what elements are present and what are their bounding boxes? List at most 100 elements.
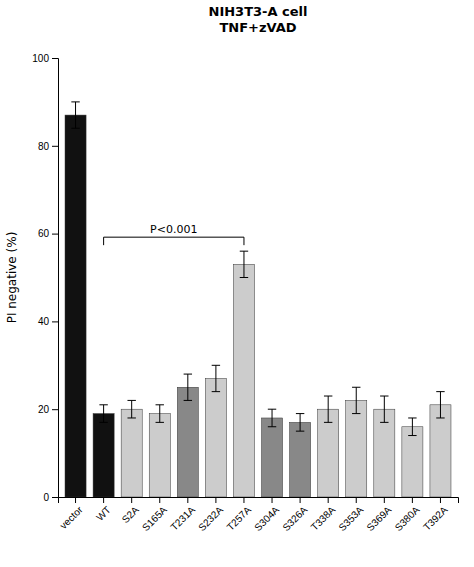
x-tick-mark	[187, 497, 188, 503]
y-tick: 100	[32, 53, 58, 64]
plot: 0 20 40 60 80 100 vector WT S2AS165AT231AS232AT2…	[32, 53, 458, 533]
chart-title-line: NIH3T3-A cell	[209, 4, 308, 19]
x-tick-mark	[356, 497, 357, 503]
y-tick-label: 60	[38, 228, 50, 239]
error-bar	[352, 387, 360, 413]
y-axis: 0 20 40 60 80 100	[32, 53, 58, 503]
x-tick: S232A	[196, 497, 225, 533]
error-bar	[324, 396, 332, 422]
x-tick-label: S353A	[336, 504, 365, 533]
x-tick-label: S380A	[393, 504, 422, 533]
bar	[121, 409, 142, 497]
error-bar	[380, 396, 388, 422]
y-tick-mark	[52, 497, 58, 498]
bar	[346, 400, 367, 497]
y-tick-label: 40	[38, 316, 50, 327]
significance-bracket	[104, 237, 244, 245]
x-tick-label: S326A	[280, 504, 309, 533]
y-tick: 0	[43, 492, 58, 503]
x-tick-mark	[243, 497, 244, 503]
x-tick: S2A	[120, 497, 141, 525]
x-tick-mark	[103, 497, 104, 503]
error-bar	[212, 365, 220, 391]
error-bar	[156, 405, 164, 423]
x-tick: S380A	[393, 497, 422, 533]
chart-title-line: TNF+zVAD	[219, 20, 296, 35]
x-axis: vector WT S2AS165AT231AS232AT257AS304AS326…	[58, 497, 459, 533]
y-tick-mark	[52, 58, 58, 59]
chart: 0 20 40 60 80 100 vector WT S2AS165AT231AS232AT2…	[0, 0, 474, 567]
x-tick: vector	[58, 497, 86, 531]
y-tick: 60	[38, 228, 58, 239]
y-tick-mark	[52, 409, 58, 410]
x-tick: S369A	[364, 497, 393, 533]
y-tick: 80	[38, 141, 58, 152]
x-tick-mark	[215, 497, 216, 503]
y-tick-mark	[52, 234, 58, 235]
x-tick-mark	[272, 497, 273, 503]
error-bar	[99, 405, 107, 423]
x-tick-mark	[412, 497, 413, 503]
x-tick: T338A	[309, 497, 338, 533]
x-tick: S304A	[252, 497, 281, 533]
x-tick-label: T231A	[168, 504, 197, 533]
bar	[65, 115, 86, 497]
y-tick-mark	[52, 321, 58, 322]
bar	[177, 387, 198, 497]
y-tick-label: 80	[38, 141, 50, 152]
bar	[93, 414, 114, 497]
error-bar	[296, 414, 304, 432]
bar	[290, 422, 311, 497]
x-tick-mark	[159, 497, 160, 503]
x-tick: T231A	[168, 497, 197, 533]
x-tick: S165A	[140, 497, 169, 533]
bar	[262, 418, 283, 497]
x-tick-label: S232A	[196, 504, 225, 533]
error-bar	[127, 400, 135, 418]
y-axis-line	[52, 59, 59, 498]
x-tick-label: S369A	[364, 504, 393, 533]
annotations: P<0.001	[104, 223, 244, 245]
y-tick: 40	[38, 316, 58, 327]
x-tick-mark	[328, 497, 329, 503]
x-tick-mark	[384, 497, 385, 503]
error-bar	[71, 102, 79, 128]
bar	[233, 264, 254, 497]
y-tick-mark	[52, 146, 58, 147]
x-tick-label: T257A	[225, 504, 254, 533]
error-bar	[436, 392, 444, 418]
x-tick-label: T392A	[421, 504, 450, 533]
x-tick-label: S2A	[120, 504, 141, 525]
bar	[402, 427, 423, 497]
y-tick-label: 20	[38, 404, 50, 415]
x-tick-mark	[300, 497, 301, 503]
x-tick: T392A	[421, 497, 450, 533]
y-axis-title: PI negative (%)	[5, 232, 19, 324]
bars	[65, 102, 451, 497]
x-tick-mark	[75, 497, 76, 503]
x-tick-mark	[131, 497, 132, 503]
y-tick: 20	[38, 404, 58, 415]
x-axis-line	[59, 498, 459, 504]
annotation: P<0.001	[150, 223, 197, 236]
chart-title: NIH3T3-A cellTNF+zVAD	[209, 4, 308, 35]
bar	[205, 378, 226, 497]
bar	[149, 414, 170, 497]
y-tick-label: 100	[32, 53, 49, 64]
x-tick-label: S304A	[252, 504, 281, 533]
bar	[430, 405, 451, 497]
x-tick-label: WT	[94, 504, 113, 523]
x-tick: WT	[94, 497, 113, 523]
error-bar	[268, 409, 276, 427]
x-tick: S326A	[280, 497, 309, 533]
x-tick-label: S165A	[140, 504, 169, 533]
x-tick: S353A	[336, 497, 365, 533]
y-tick-label: 0	[43, 492, 49, 503]
x-tick-mark	[440, 497, 441, 503]
x-tick-label: vector	[58, 504, 86, 532]
error-bar	[408, 418, 416, 436]
error-bar	[240, 251, 248, 277]
x-tick: T257A	[225, 497, 254, 533]
x-tick-label: T338A	[309, 504, 338, 533]
error-bar	[184, 374, 192, 400]
